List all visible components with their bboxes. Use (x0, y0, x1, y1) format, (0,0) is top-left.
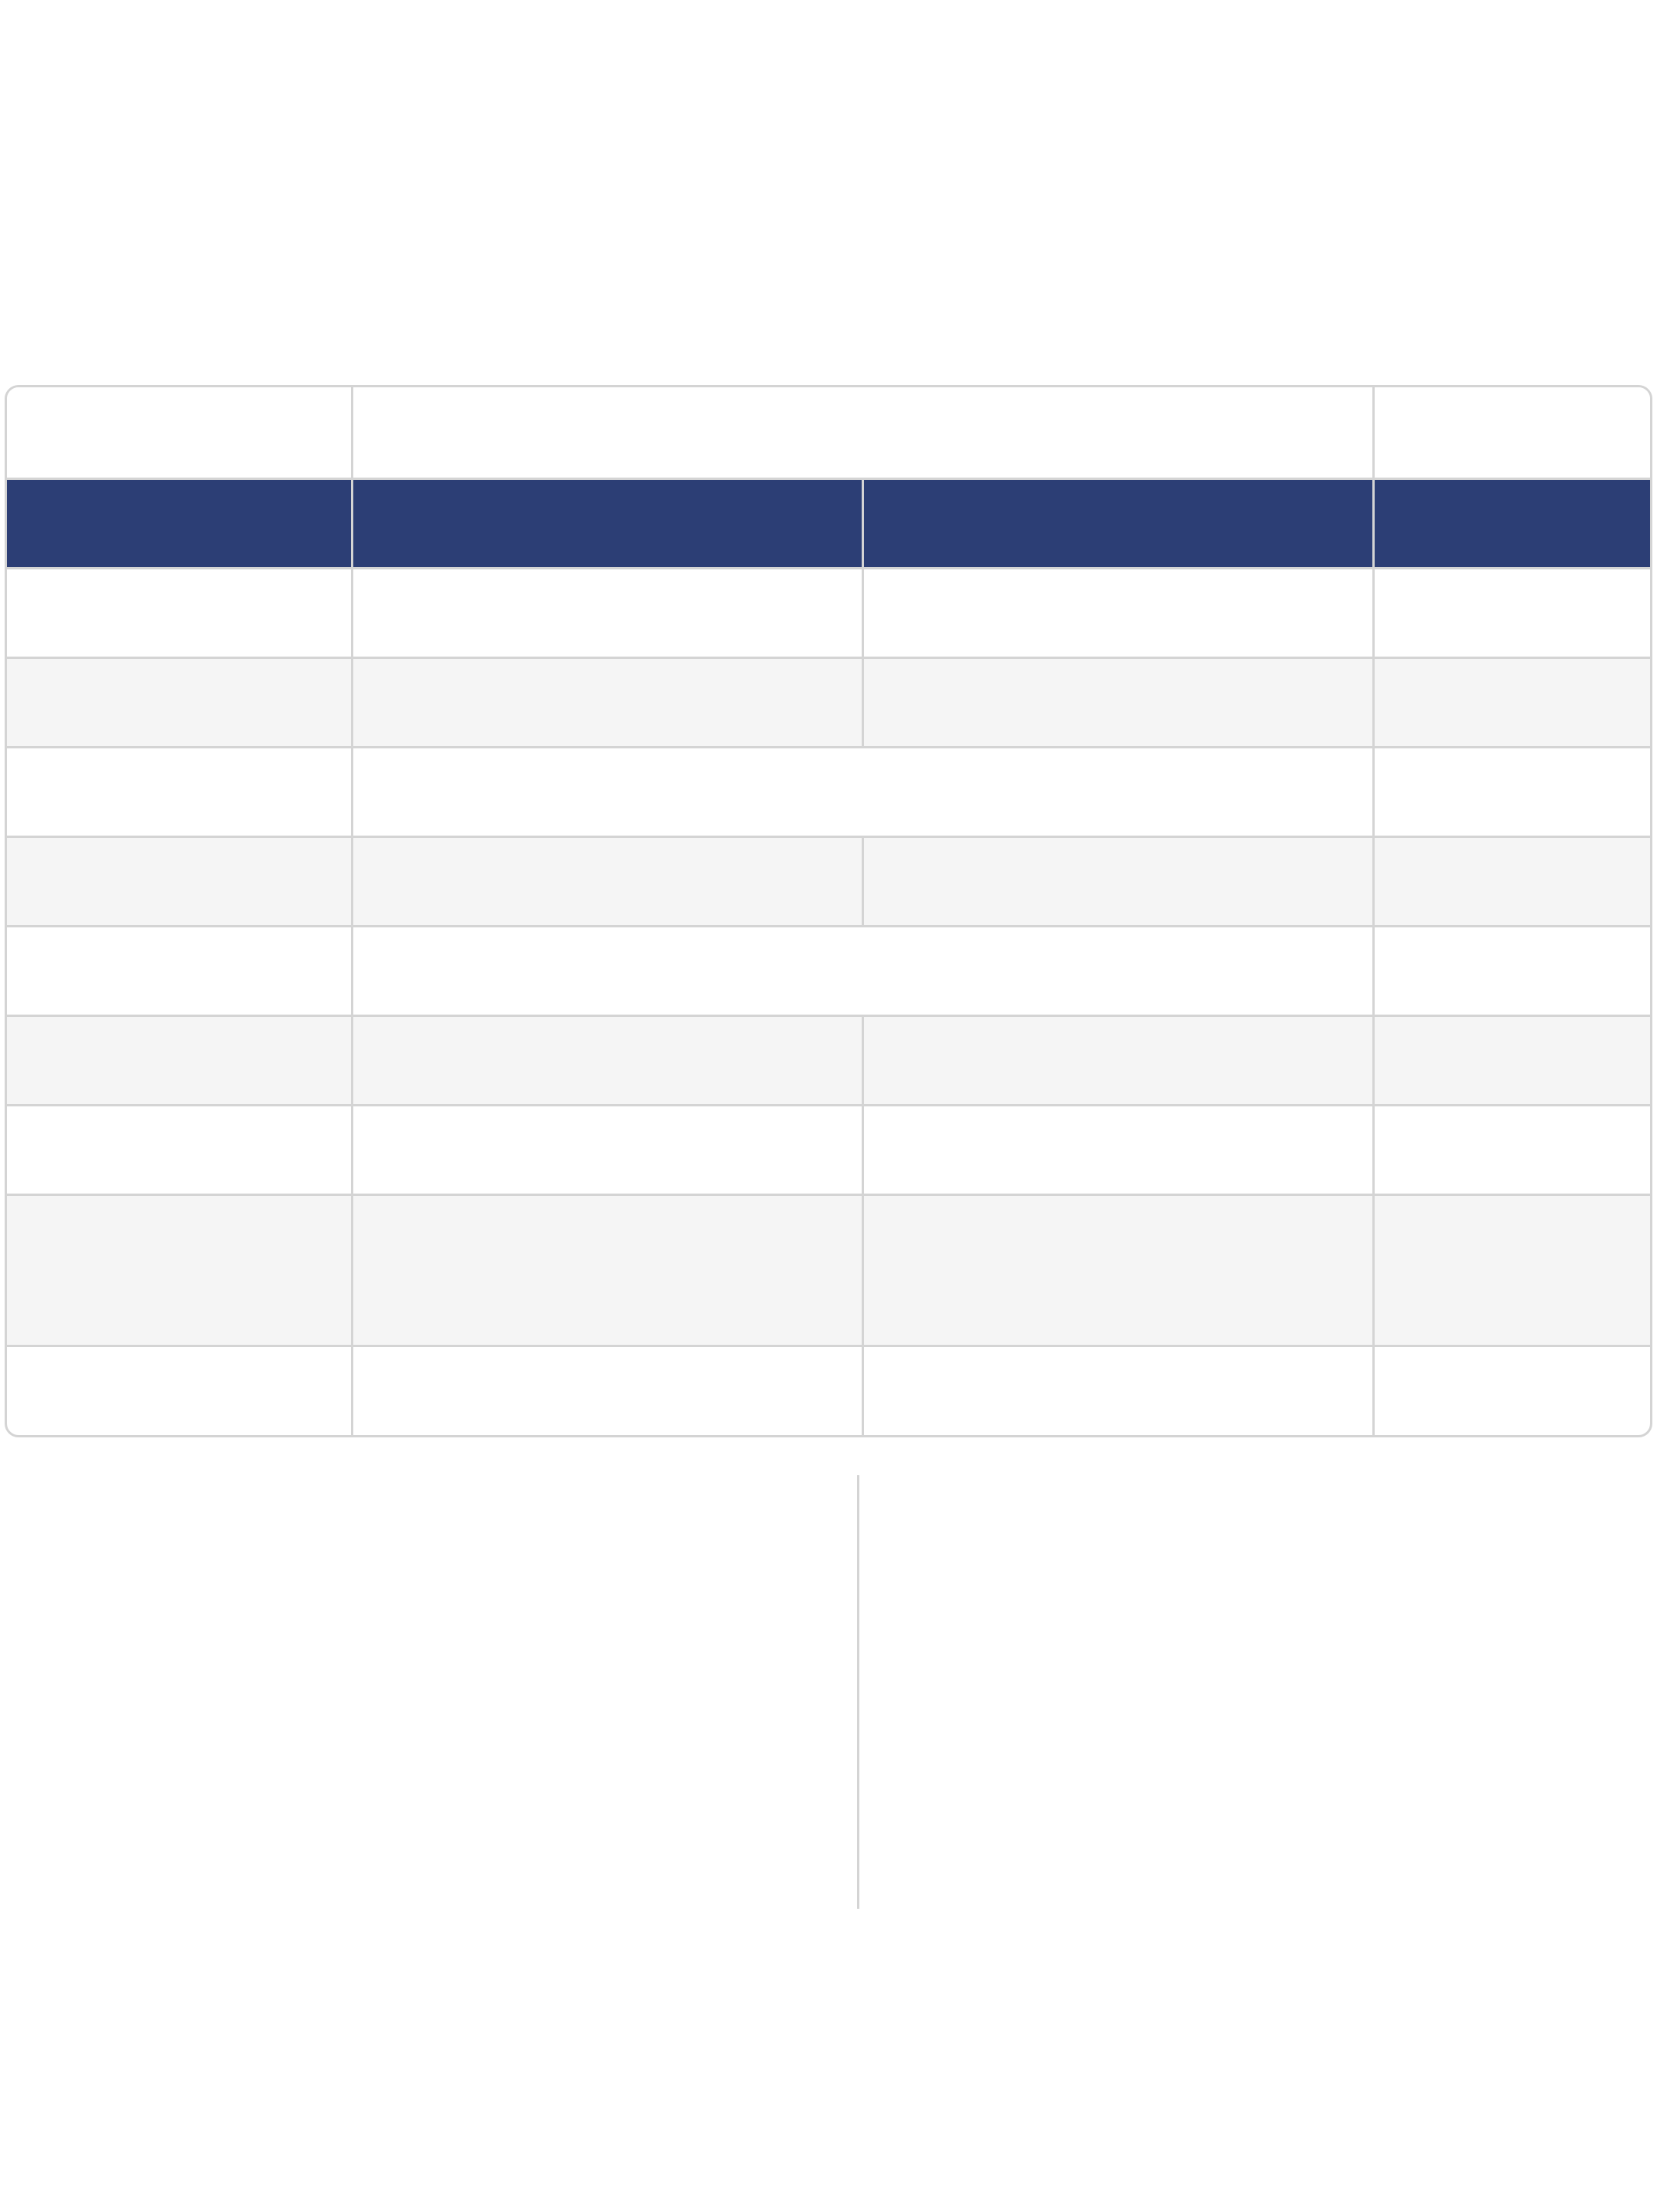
top-cell-right (1372, 387, 1650, 480)
table-cell (1372, 1193, 1650, 1347)
table-cell (7, 1344, 353, 1435)
table-cell (7, 656, 353, 748)
table-cell (861, 835, 1375, 927)
table-cell (7, 1014, 353, 1106)
table-row (7, 1103, 1650, 1196)
table-cell (350, 1014, 864, 1106)
column-header (7, 477, 353, 569)
table-row (7, 1344, 1650, 1435)
table-cell (1372, 835, 1650, 927)
table-cell (350, 656, 864, 748)
table-cell (350, 1193, 864, 1347)
table-row (7, 1193, 1650, 1347)
table-top-row (7, 387, 1650, 480)
table-row (7, 566, 1650, 659)
table-cell (861, 1014, 1375, 1106)
table-row (7, 835, 1650, 927)
table-cell (7, 1103, 353, 1196)
table-cell (7, 1193, 353, 1347)
column-header (350, 477, 864, 569)
table-cell-merged (350, 924, 1375, 1017)
table-cell (350, 1344, 864, 1435)
data-table (5, 385, 1652, 1437)
table-cell (350, 1103, 864, 1196)
table-cell (7, 745, 353, 838)
table-row (7, 745, 1650, 838)
column-divider (857, 1475, 859, 1909)
table-cell (861, 1344, 1375, 1435)
top-cell-left (7, 387, 353, 480)
table-cell (861, 1193, 1375, 1347)
table-cell (7, 924, 353, 1017)
table-cell (861, 656, 1375, 748)
top-cell-group (350, 387, 1375, 480)
table-row (7, 656, 1650, 748)
table-cell (1372, 1014, 1650, 1106)
column-header (861, 477, 1375, 569)
table-cell (350, 835, 864, 927)
table-cell (1372, 566, 1650, 659)
column-header (1372, 477, 1650, 569)
table-cell (7, 835, 353, 927)
table-cell-merged (350, 745, 1375, 838)
table-cell (1372, 745, 1650, 838)
table-cell (1372, 656, 1650, 748)
table-cell (7, 566, 353, 659)
table-header-row (7, 477, 1650, 569)
table-cell (1372, 1344, 1650, 1435)
table-cell (861, 566, 1375, 659)
table-cell (350, 566, 864, 659)
table-row (7, 924, 1650, 1017)
table-row (7, 1014, 1650, 1106)
table-cell (861, 1103, 1375, 1196)
table-cell (1372, 1103, 1650, 1196)
table-cell (1372, 924, 1650, 1017)
